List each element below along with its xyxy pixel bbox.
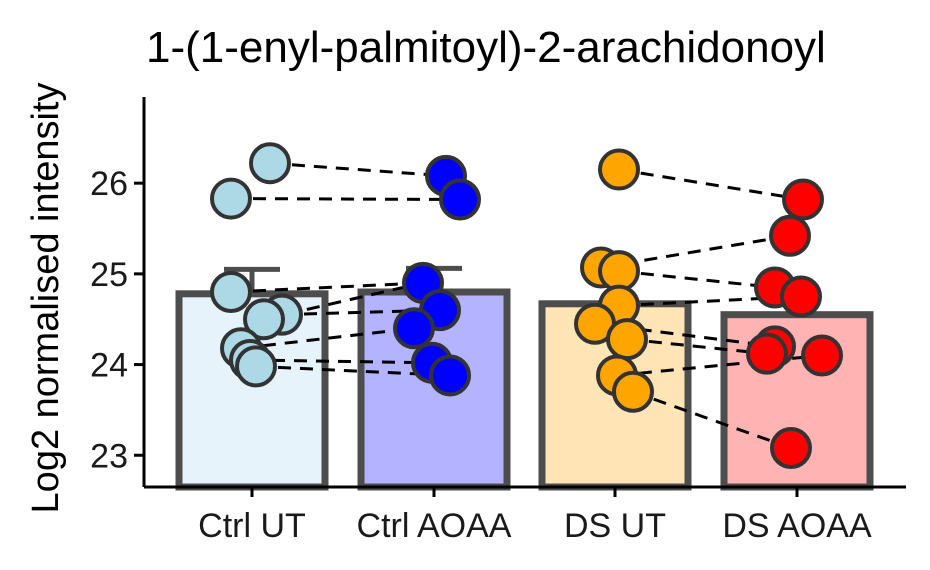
pair-line [240, 326, 415, 350]
y-axis-ticks: 23 24 25 26 [90, 165, 144, 475]
y-tick-label: 25 [90, 256, 128, 294]
data-point [606, 318, 648, 361]
data-point [598, 148, 640, 191]
data-point [782, 178, 824, 221]
x-axis-ticks: Ctrl UT Ctrl AOAA DS UT DS AOAA [198, 487, 872, 545]
y-axis-title: Log2 normalised intensity [25, 83, 67, 514]
data-points [210, 142, 843, 469]
x-tick-label: DS AOAA [722, 507, 872, 545]
pair-line [230, 281, 424, 294]
pair-line [626, 337, 768, 356]
pair-line [618, 269, 776, 289]
pair-line [632, 390, 792, 450]
data-point [780, 275, 822, 318]
data-point [210, 271, 252, 313]
x-tick-label: Ctrl AOAA [357, 507, 512, 545]
pair-line [249, 358, 433, 365]
data-point [612, 370, 654, 413]
data-point [429, 354, 471, 397]
data-point [801, 334, 843, 377]
pair-line [618, 168, 804, 201]
x-tick-label: DS UT [564, 507, 666, 545]
y-tick-label: 24 [90, 347, 128, 385]
data-point [439, 178, 481, 221]
data-point [770, 427, 812, 469]
y-tick-label: 26 [90, 165, 128, 203]
pair-line [616, 353, 823, 377]
pair-line [618, 295, 802, 308]
data-point [598, 250, 640, 293]
chart-title: 1-(1-enyl-palmitoyl)-2-arachidonoyl [146, 23, 826, 72]
pair-line [281, 308, 441, 317]
data-point [393, 307, 435, 350]
data-point [235, 345, 277, 388]
data-point [249, 142, 291, 185]
data-point [769, 214, 811, 257]
x-tick-label: Ctrl UT [198, 507, 306, 545]
pair-line [230, 197, 461, 201]
data-point [210, 177, 252, 220]
data-point [746, 332, 788, 375]
pair-line [269, 161, 447, 178]
y-tick-label: 23 [90, 437, 128, 475]
data-point [243, 298, 285, 341]
